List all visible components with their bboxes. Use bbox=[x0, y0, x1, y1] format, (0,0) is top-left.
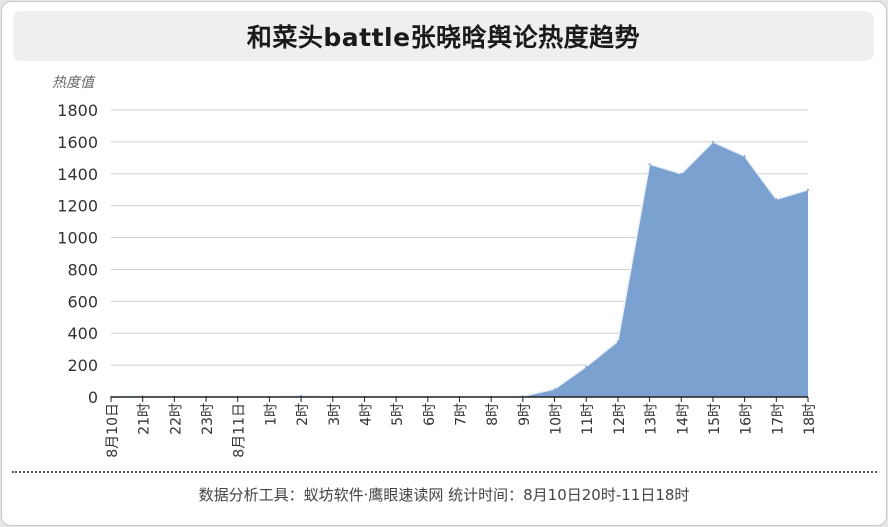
y-tick-label: 0 bbox=[88, 388, 98, 407]
y-tick-label: 1200 bbox=[57, 197, 98, 216]
data-point bbox=[553, 388, 556, 391]
x-tick-label: 15时 bbox=[707, 403, 723, 435]
data-point bbox=[743, 155, 746, 158]
x-tick-label: 23时 bbox=[200, 403, 216, 435]
x-tick-label: 21时 bbox=[137, 403, 153, 435]
y-tick-label: 600 bbox=[67, 292, 98, 311]
y-tick-label: 1400 bbox=[57, 165, 98, 184]
x-tick-label: 17时 bbox=[770, 403, 786, 435]
x-tick-label: 3时 bbox=[327, 403, 343, 426]
y-axis-label: 热度值 bbox=[52, 75, 96, 91]
footer-source: 数据分析工具：蚁坊软件·鹰眼速读网 统计时间：8月10日20时-11日18时 bbox=[198, 486, 690, 504]
y-tick-label: 200 bbox=[67, 356, 98, 375]
y-tick-label: 400 bbox=[67, 324, 98, 343]
x-tick-label: 9时 bbox=[517, 403, 533, 426]
x-tick-label: 4时 bbox=[358, 403, 374, 426]
x-tick-label: 16时 bbox=[739, 403, 755, 435]
data-point bbox=[616, 340, 619, 343]
x-tick-label: 2时 bbox=[295, 403, 311, 426]
data-point bbox=[775, 198, 778, 201]
data-point bbox=[680, 172, 683, 175]
y-tick-label: 800 bbox=[67, 260, 98, 279]
title-bar: 和菜头battle张晓晗舆论热度趋势 bbox=[13, 11, 874, 61]
data-point bbox=[807, 188, 809, 191]
x-tick-label: 11时 bbox=[580, 403, 596, 435]
x-tick-label: 1时 bbox=[263, 403, 279, 426]
y-tick-label: 1600 bbox=[57, 133, 98, 152]
x-tick-label: 8时 bbox=[485, 403, 501, 426]
x-tick-label: 8月10日 bbox=[105, 403, 121, 458]
x-tick-label: 18时 bbox=[802, 403, 818, 435]
y-tick-label: 1000 bbox=[57, 229, 98, 248]
x-tick-label: 8月11日 bbox=[232, 403, 248, 458]
chart-title: 和菜头battle张晓晗舆论热度趋势 bbox=[246, 23, 641, 52]
data-point bbox=[300, 394, 303, 397]
x-tick-label: 6时 bbox=[422, 403, 438, 426]
footer-divider bbox=[12, 471, 877, 473]
y-tick-label: 1800 bbox=[57, 101, 98, 120]
x-tick-label: 13时 bbox=[644, 403, 660, 435]
data-point bbox=[711, 140, 714, 143]
data-point bbox=[648, 163, 651, 166]
x-tick-label: 22时 bbox=[168, 403, 184, 435]
x-tick-label: 12时 bbox=[612, 403, 628, 435]
x-tick-label: 7时 bbox=[454, 403, 470, 426]
data-point bbox=[585, 365, 588, 368]
x-tick-label: 5时 bbox=[390, 403, 406, 426]
x-tick-label: 10时 bbox=[549, 403, 565, 435]
x-tick-label: 14时 bbox=[675, 403, 691, 435]
area-series bbox=[111, 141, 808, 397]
